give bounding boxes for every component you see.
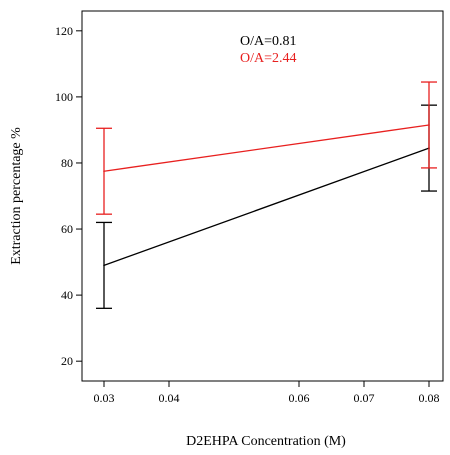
series-2 <box>96 81 437 215</box>
legend-entry: O/A=2.44 <box>240 51 297 66</box>
data-point <box>428 124 430 126</box>
plot-frame <box>81 10 444 382</box>
data-point <box>103 264 105 267</box>
y-axis-title: Extraction percentage % <box>9 127 24 265</box>
series-line <box>103 147 430 266</box>
y-tick-label: 100 <box>55 90 73 104</box>
x-tick-label: 0.04 <box>159 391 180 405</box>
x-tick-label: 0.03 <box>94 391 115 405</box>
series-layer <box>96 81 437 309</box>
legend: O/A=0.81 O/A=2.44 <box>240 34 297 66</box>
y-tick-label: 40 <box>61 288 73 302</box>
legend-entry: O/A=0.81 <box>240 34 297 49</box>
y-tick-label: 80 <box>61 156 73 170</box>
y-tick-label: 60 <box>61 222 73 236</box>
data-point <box>103 170 105 173</box>
x-tick-label: 0.06 <box>289 391 310 405</box>
series-1 <box>96 104 437 309</box>
y-tick-label: 20 <box>61 354 73 368</box>
x-axis-title: D2EHPA Concentration (M) <box>186 434 346 449</box>
y-axis: 20 40 60 80 100 120 <box>55 24 82 368</box>
y-tick-label: 120 <box>55 24 73 38</box>
x-tick-label: 0.07 <box>354 391 375 405</box>
series-line <box>103 124 430 172</box>
x-axis: 0.03 0.04 0.06 0.07 0.08 <box>94 381 440 405</box>
x-tick-label: 0.08 <box>419 391 440 405</box>
